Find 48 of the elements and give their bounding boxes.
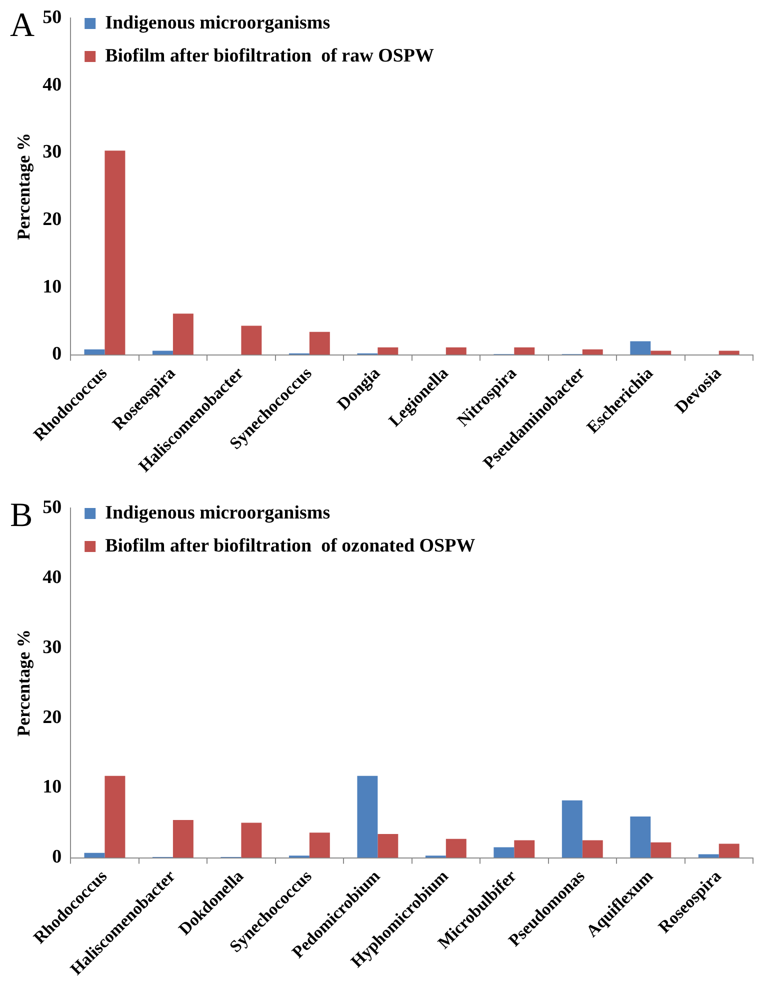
text: B xyxy=(10,496,33,534)
y-tick-label: 30 xyxy=(42,636,62,658)
bar xyxy=(718,350,740,355)
bar xyxy=(241,326,262,355)
y-tick-label: 40 xyxy=(42,74,62,96)
bar xyxy=(718,844,740,858)
bar xyxy=(514,840,535,858)
y-tick-label: 10 xyxy=(42,276,62,298)
text: A xyxy=(10,6,35,44)
bar xyxy=(104,150,126,355)
bar xyxy=(378,347,398,355)
bar xyxy=(357,776,378,858)
bar xyxy=(514,347,535,355)
y-tick-label: 20 xyxy=(42,706,62,728)
bar xyxy=(582,349,603,355)
bar xyxy=(630,341,651,355)
bar xyxy=(650,350,672,355)
bar xyxy=(172,820,194,858)
bar xyxy=(84,349,105,355)
y-axis-title: Percentage % xyxy=(13,629,34,736)
bar xyxy=(172,314,194,355)
bar xyxy=(582,840,603,858)
bar xyxy=(446,838,466,858)
y-tick-label: 0 xyxy=(52,846,62,868)
legend-label: Indigenous microorganisms xyxy=(105,502,330,524)
bar xyxy=(446,347,466,355)
y-tick-label: 30 xyxy=(42,142,62,163)
bar xyxy=(309,832,330,858)
legend-label: Biofilm after biofiltration of ozonated OSPW xyxy=(105,535,476,556)
y-axis-title: Percentage % xyxy=(13,132,34,240)
bar xyxy=(152,350,173,355)
bar xyxy=(84,852,105,858)
bar xyxy=(494,847,514,858)
bar xyxy=(630,816,651,858)
y-tick-label: 50 xyxy=(42,6,62,28)
bar xyxy=(309,332,330,355)
bar xyxy=(650,842,672,858)
bar xyxy=(241,822,262,858)
legend-label: Biofilm after biofiltration of raw OSPW xyxy=(105,45,434,66)
y-tick-label: 10 xyxy=(42,776,62,798)
bar xyxy=(378,834,398,858)
bar xyxy=(562,800,582,858)
y-tick-label: 40 xyxy=(42,566,62,588)
y-tick-label: 0 xyxy=(52,344,62,365)
y-tick-label: 20 xyxy=(42,208,62,230)
bar xyxy=(104,776,126,858)
y-tick-label: 50 xyxy=(42,496,62,518)
legend-label: Indigenous microorganisms xyxy=(105,12,330,34)
